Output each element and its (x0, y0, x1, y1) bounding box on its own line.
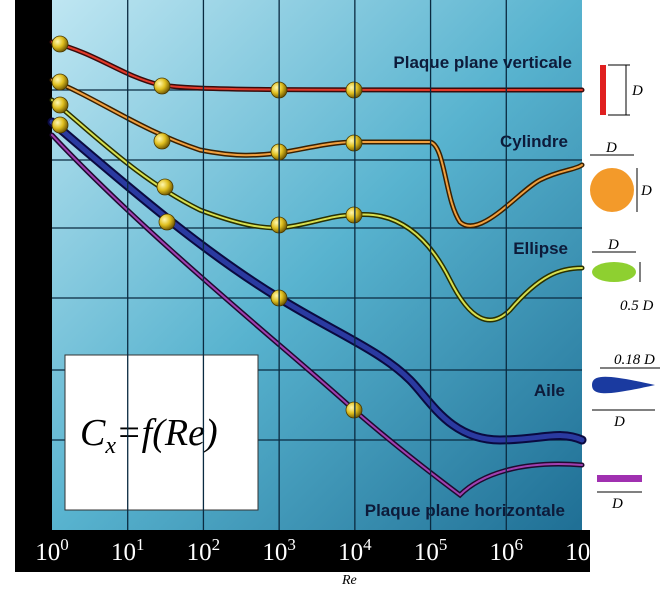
x-tick-label: 107 (565, 535, 599, 566)
dim-label: 0.18 D (614, 352, 655, 368)
tick-base: 10 (262, 539, 287, 566)
tick-base: 10 (490, 539, 515, 566)
tick-exponent: 4 (363, 535, 372, 554)
x-axis-label: Re (341, 573, 357, 588)
formula: Cx=f(Re) (80, 412, 218, 459)
chart: Plaque plane verticale Cylindre Ellipse … (0, 0, 666, 590)
curve-label: Plaque plane horizontale (365, 501, 565, 520)
tick-exponent: 6 (515, 535, 524, 554)
tick-exponent: 5 (439, 535, 448, 554)
curve-label: Cylindre (500, 132, 568, 151)
curve-label: Plaque plane verticale (393, 53, 572, 72)
dim-label: 0.5 D (620, 298, 654, 314)
shapes (590, 65, 660, 492)
tick-base: 10 (414, 539, 439, 566)
dim-label: D (640, 183, 652, 199)
formula-symbol: C (80, 412, 106, 454)
curve-label: Aile (534, 381, 565, 400)
curve-label: Ellipse (513, 239, 568, 258)
tick-exponent: 1 (136, 535, 145, 554)
tick-exponent: 7 (590, 535, 599, 554)
formula-subscript: x (104, 433, 116, 459)
tick-exponent: 0 (60, 535, 69, 554)
y-axis-label: Cx (25, 263, 41, 278)
tick-base: 10 (35, 539, 60, 566)
dim-label: D (631, 83, 643, 99)
dim-label: D (613, 414, 625, 430)
dim-label: D (611, 496, 623, 512)
left-band (15, 0, 52, 572)
tick-base: 10 (338, 539, 363, 566)
tick-exponent: 2 (212, 535, 221, 554)
dim-label: D (605, 140, 617, 156)
tick-base: 10 (565, 539, 590, 566)
tick-base: 10 (111, 539, 136, 566)
dim-label: D (607, 237, 619, 253)
tick-base: 10 (187, 539, 212, 566)
tick-exponent: 3 (287, 535, 296, 554)
formula-rest: =f(Re) (116, 412, 218, 454)
